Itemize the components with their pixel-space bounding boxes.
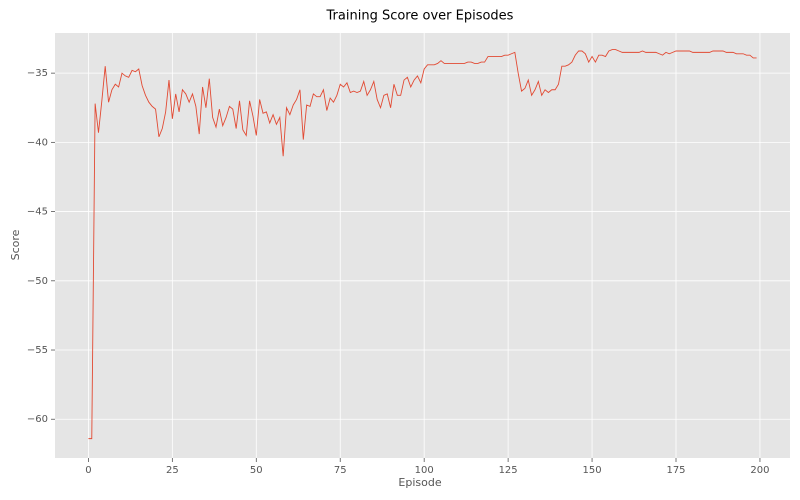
x-tick-label: 200 bbox=[750, 465, 769, 476]
y-tick-label: −40 bbox=[27, 137, 48, 148]
x-tick-label: 175 bbox=[666, 465, 685, 476]
grid bbox=[55, 33, 790, 458]
line bbox=[88, 49, 757, 440]
y-tick-label: −55 bbox=[27, 345, 48, 356]
x-tick-label: 125 bbox=[499, 465, 518, 476]
chart-title: Training Score over Episodes bbox=[326, 9, 514, 24]
y-tick-label: −60 bbox=[27, 414, 48, 425]
y-tick-label: −45 bbox=[27, 207, 48, 218]
x-tick-label: 25 bbox=[166, 465, 179, 476]
x-tick-label: 75 bbox=[334, 465, 347, 476]
x-tick-label: 50 bbox=[250, 465, 263, 476]
x-tick-label: 100 bbox=[415, 465, 434, 476]
y-tick-label: −35 bbox=[27, 68, 48, 79]
y-axis-label: Score bbox=[9, 229, 22, 260]
y-tick-label: −50 bbox=[27, 276, 48, 287]
x-axis-label: Episode bbox=[398, 476, 441, 489]
x-tick-label: 0 bbox=[85, 465, 91, 476]
x-tick-label: 150 bbox=[583, 465, 602, 476]
plot-area bbox=[55, 33, 790, 458]
